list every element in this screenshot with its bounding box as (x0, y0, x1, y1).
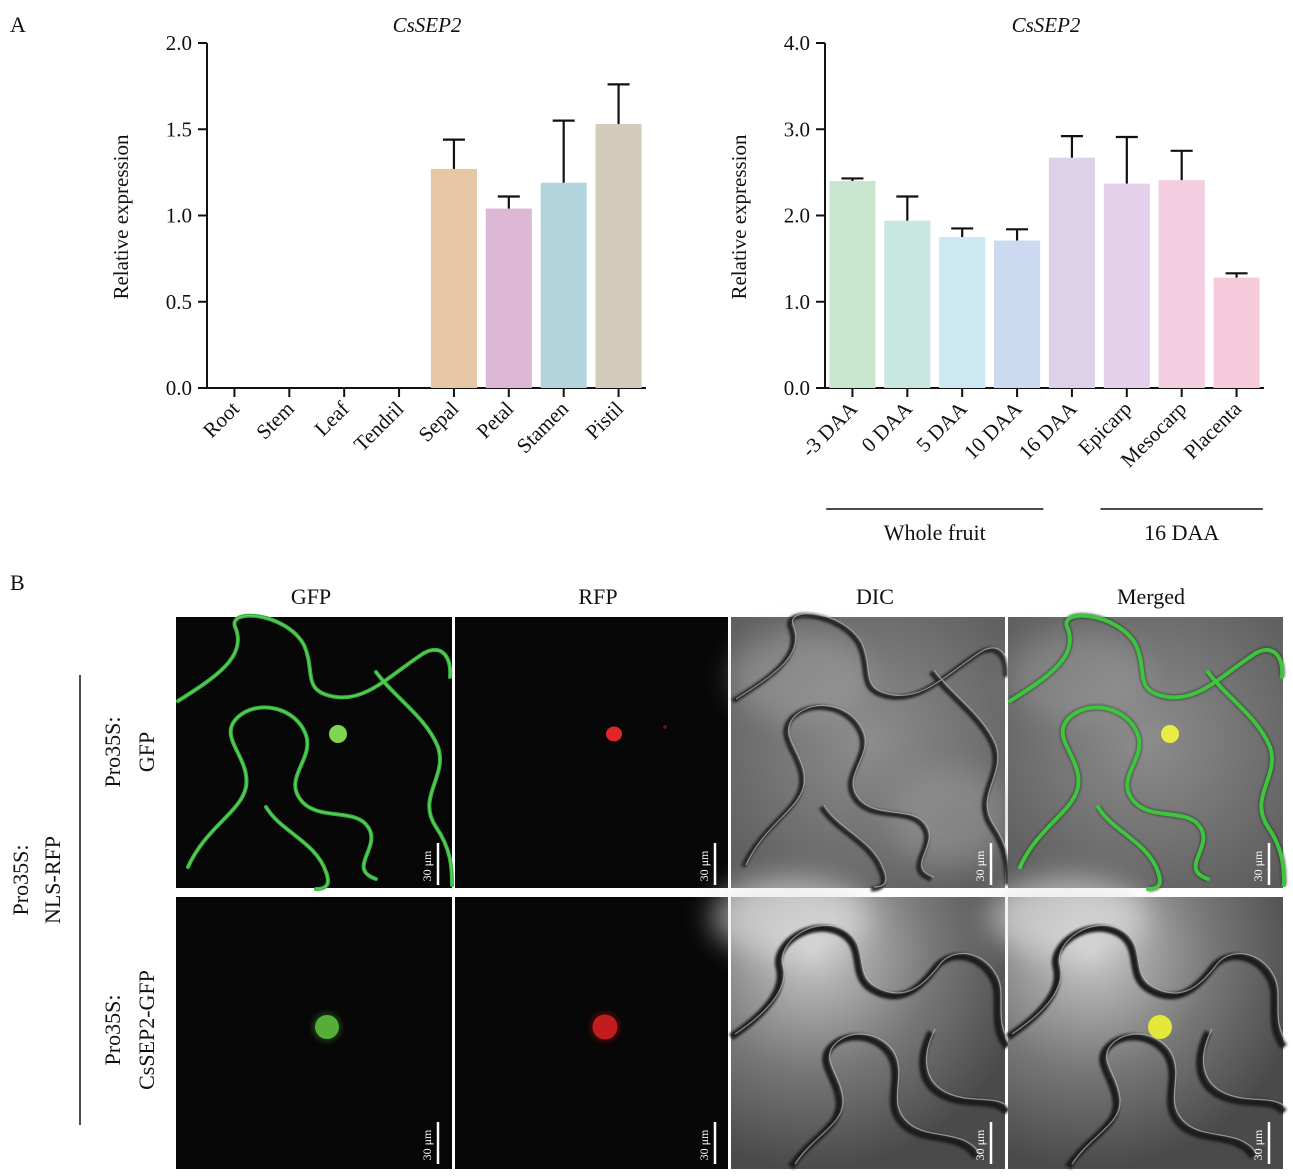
row1-label-line1: Pro35S: (100, 717, 125, 788)
chart2-bar-mesocarp (1158, 180, 1205, 388)
image-row1-rfp (455, 617, 728, 888)
scale-bar-label: 30 μm (1251, 1129, 1265, 1160)
chart2-group-label: Whole fruit (884, 520, 986, 545)
chart1-title: CsSEP2 (393, 13, 462, 37)
chart1-y-tick-label: 1.0 (166, 204, 192, 228)
chart2-x-tick-label: 0 DAA (857, 396, 918, 457)
image-row2-dic (711, 877, 1012, 1169)
chart1-bar-stamen (540, 182, 587, 388)
image-row1-gfp (176, 613, 454, 891)
chart2-bar-16-daa (1048, 157, 1095, 388)
col-header-gfp: GFP (291, 584, 331, 609)
chart2-y-label: Relative expression (727, 134, 751, 300)
chart1-x-tick-label: Leaf (310, 397, 354, 441)
panel-a-label: A (10, 12, 26, 37)
chart1-x-tick-label: Petal (472, 396, 519, 443)
chart1-bar-petal (485, 208, 532, 388)
chart2-bar-epicarp (1103, 183, 1150, 388)
chart1-y-tick-label: 0.0 (166, 376, 192, 400)
outer-row-label: Pro35S: NLS-RFP (8, 836, 65, 924)
chart2-x-tick-label: -3 DAA (797, 396, 863, 462)
image-row1-merged (1008, 616, 1284, 889)
outer-row-label-line2: NLS-RFP (40, 836, 65, 924)
chart2-y-tick-label: 4.0 (784, 31, 810, 55)
chart2-x-tick-label: Placenta (1179, 396, 1247, 464)
chart1-x-tick-label: Pistil (581, 396, 629, 444)
chart2-bar-10-daa (994, 240, 1041, 388)
chart1-x-tick-label: Stamen (512, 396, 574, 458)
chart2-y-tick-label: 1.0 (784, 290, 810, 314)
row2-label-line2: CsSEP2-GFP (134, 970, 159, 1090)
image-row2-rfp (455, 897, 728, 1169)
scale-bar-label: 30 μm (697, 850, 711, 881)
chart1-x-tick-label: Stem (251, 397, 298, 444)
chart1-bar-pistil (595, 124, 642, 388)
chart2-bar-placenta (1213, 277, 1260, 388)
chart2-y-tick-label: 2.0 (784, 204, 810, 228)
chart2-x-tick-label: 16 DAA (1014, 396, 1082, 464)
microscopy-panel: GFP RFP DIC Merged Pro35S: NLS-RFP Pro35… (8, 584, 1289, 1169)
chart1-x-tick-label: Tendril (349, 396, 409, 456)
scale-bar-label: 30 μm (973, 850, 987, 881)
chart1-bar-sepal (430, 168, 477, 388)
image-row2-merged (988, 877, 1289, 1169)
chart-fruit-expression: CsSEP2 Relative expression 0.0 1.0 2.0 3.0 4… (727, 13, 1264, 545)
image-row1-dic (731, 613, 1011, 889)
outer-row-label-line1: Pro35S: (8, 845, 33, 916)
chart2-bar-5-daa (939, 237, 986, 388)
chart2-bar--3-daa (829, 181, 876, 388)
col-header-rfp: RFP (578, 584, 617, 609)
chart1-x-tick-label: Root (198, 396, 244, 442)
chart2-title: CsSEP2 (1012, 13, 1081, 37)
chart1-y-label: Relative expression (109, 134, 133, 300)
chart2-group-label: 16 DAA (1144, 520, 1219, 545)
scale-bar-label: 30 μm (420, 1129, 434, 1160)
row1-label-line2: GFP (134, 732, 159, 772)
scale-bar-label: 30 μm (697, 1129, 711, 1160)
chart2-y-tick-label: 3.0 (784, 117, 810, 141)
scale-bar-label: 30 μm (420, 850, 434, 881)
row2-label-line1: Pro35S: (100, 995, 125, 1066)
chart-tissue-expression: CsSEP2 Relative expression 0.0 0.5 1.0 1.5 2… (109, 13, 646, 458)
chart2-x-tick-label: 10 DAA (959, 396, 1027, 464)
image-row2-gfp (176, 897, 452, 1169)
chart1-y-tick-label: 2.0 (166, 31, 192, 55)
col-header-dic: DIC (856, 584, 894, 609)
col-header-merged: Merged (1117, 584, 1185, 609)
chart1-y-tick-label: 1.5 (166, 117, 192, 141)
scale-bar-label: 30 μm (1251, 850, 1265, 881)
row-label-cssep2-gfp: Pro35S: CsSEP2-GFP (100, 970, 159, 1090)
scale-bar-label: 30 μm (973, 1129, 987, 1160)
panel-b-label: B (10, 570, 25, 595)
chart1-x-tick-label: Sepal (414, 396, 464, 446)
chart2-y-tick-label: 0.0 (784, 376, 810, 400)
row-label-gfp: Pro35S: GFP (100, 717, 159, 788)
chart2-bar-0-daa (884, 220, 931, 388)
chart1-y-tick-label: 0.5 (166, 290, 192, 314)
